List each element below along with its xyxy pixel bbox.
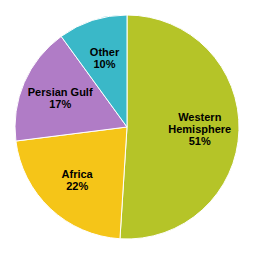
svg-text:Other10%: Other10% <box>90 46 120 70</box>
svg-text:Africa22%: Africa22% <box>62 168 94 192</box>
svg-text:WesternHemisphere51%: WesternHemisphere51% <box>168 111 231 147</box>
svg-text:Persian Gulf17%: Persian Gulf17% <box>28 86 93 110</box>
